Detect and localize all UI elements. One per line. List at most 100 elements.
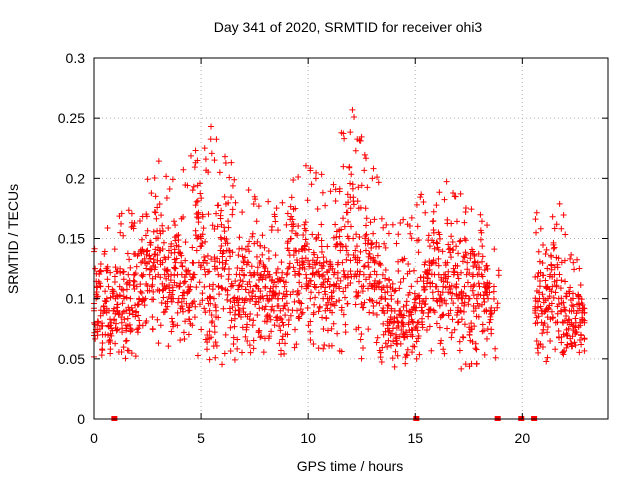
data-point xyxy=(481,299,488,306)
data-point xyxy=(334,261,341,268)
data-point xyxy=(289,216,296,223)
data-point xyxy=(454,263,461,270)
data-point xyxy=(133,283,140,290)
data-point xyxy=(437,295,444,302)
data-point xyxy=(535,349,542,356)
data-point xyxy=(252,301,259,308)
data-point xyxy=(535,313,542,320)
data-point xyxy=(278,259,285,266)
data-point xyxy=(279,319,286,326)
data-point xyxy=(471,251,478,258)
data-point xyxy=(249,322,256,329)
data-point xyxy=(422,295,429,302)
data-points xyxy=(91,107,588,372)
data-point xyxy=(569,295,576,302)
data-point xyxy=(323,258,330,265)
data-point xyxy=(232,199,239,206)
data-point xyxy=(118,220,125,227)
data-point xyxy=(419,318,426,325)
data-point xyxy=(250,337,257,344)
data-point xyxy=(388,305,395,312)
data-point xyxy=(567,284,574,291)
data-point xyxy=(257,243,264,250)
data-point xyxy=(445,241,452,248)
data-point xyxy=(369,175,376,182)
data-point xyxy=(159,228,166,235)
data-point xyxy=(477,211,484,218)
data-point xyxy=(551,225,558,232)
data-point xyxy=(214,202,221,209)
data-point xyxy=(336,297,343,304)
data-point xyxy=(458,290,465,297)
data-point xyxy=(340,215,347,222)
data-point xyxy=(207,300,214,307)
data-point xyxy=(214,265,221,272)
data-point xyxy=(336,240,343,247)
data-point xyxy=(202,336,209,343)
data-point xyxy=(392,334,399,341)
x-tick-labels: 0 5 10 15 20 xyxy=(90,430,530,446)
data-point xyxy=(282,312,289,319)
data-point xyxy=(307,328,314,335)
data-point xyxy=(568,340,575,347)
data-point xyxy=(295,290,302,297)
data-point xyxy=(365,264,372,271)
data-point xyxy=(552,319,559,326)
data-point xyxy=(553,221,560,228)
data-point xyxy=(201,145,208,152)
data-point xyxy=(561,348,568,355)
data-point xyxy=(171,246,178,253)
data-point xyxy=(473,346,480,353)
data-point xyxy=(302,219,309,226)
data-point xyxy=(277,327,284,334)
data-point xyxy=(357,137,364,144)
data-point xyxy=(457,190,464,197)
data-point xyxy=(354,198,361,205)
data-point xyxy=(461,321,468,328)
data-point xyxy=(219,285,226,292)
data-point xyxy=(207,136,214,143)
data-point xyxy=(165,225,172,232)
data-point xyxy=(156,201,163,208)
data-point xyxy=(325,267,332,274)
data-point xyxy=(198,195,205,202)
data-point xyxy=(537,303,544,310)
data-point xyxy=(456,347,463,354)
data-point xyxy=(350,194,357,201)
data-point xyxy=(315,268,322,275)
data-point xyxy=(440,346,447,353)
data-point xyxy=(340,288,347,295)
data-point xyxy=(550,239,557,246)
data-point xyxy=(192,303,199,310)
data-point xyxy=(126,321,133,328)
data-point xyxy=(575,295,582,302)
data-point xyxy=(453,311,460,318)
data-point xyxy=(168,271,175,278)
data-point xyxy=(338,348,345,355)
data-point xyxy=(225,271,232,278)
data-point xyxy=(301,266,308,273)
data-point xyxy=(461,219,468,226)
data-point xyxy=(341,135,348,142)
data-point xyxy=(199,231,206,238)
data-point xyxy=(300,232,307,239)
data-point xyxy=(175,295,182,302)
data-point xyxy=(535,289,542,296)
data-point xyxy=(284,331,291,338)
data-point xyxy=(273,269,280,276)
data-point xyxy=(247,283,254,290)
data-point xyxy=(105,283,112,290)
data-point xyxy=(435,229,442,236)
data-point xyxy=(448,334,455,341)
data-point xyxy=(394,352,401,359)
data-point xyxy=(130,277,137,284)
data-point xyxy=(567,255,574,262)
data-point xyxy=(184,290,191,297)
data-point xyxy=(218,207,225,214)
data-point xyxy=(362,235,369,242)
data-point xyxy=(211,225,218,232)
data-point xyxy=(171,218,178,225)
data-point xyxy=(250,201,257,208)
data-point xyxy=(398,326,405,333)
data-point xyxy=(348,223,354,230)
